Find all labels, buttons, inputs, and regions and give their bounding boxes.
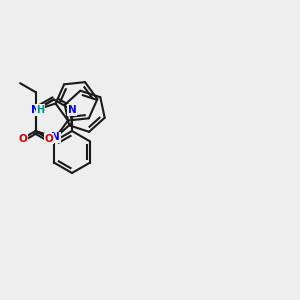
Text: N: N [51,133,60,142]
Text: O: O [44,134,53,144]
Text: N: N [31,105,40,115]
Text: O: O [18,134,27,144]
Text: N: N [68,105,76,115]
Text: H: H [37,105,45,115]
